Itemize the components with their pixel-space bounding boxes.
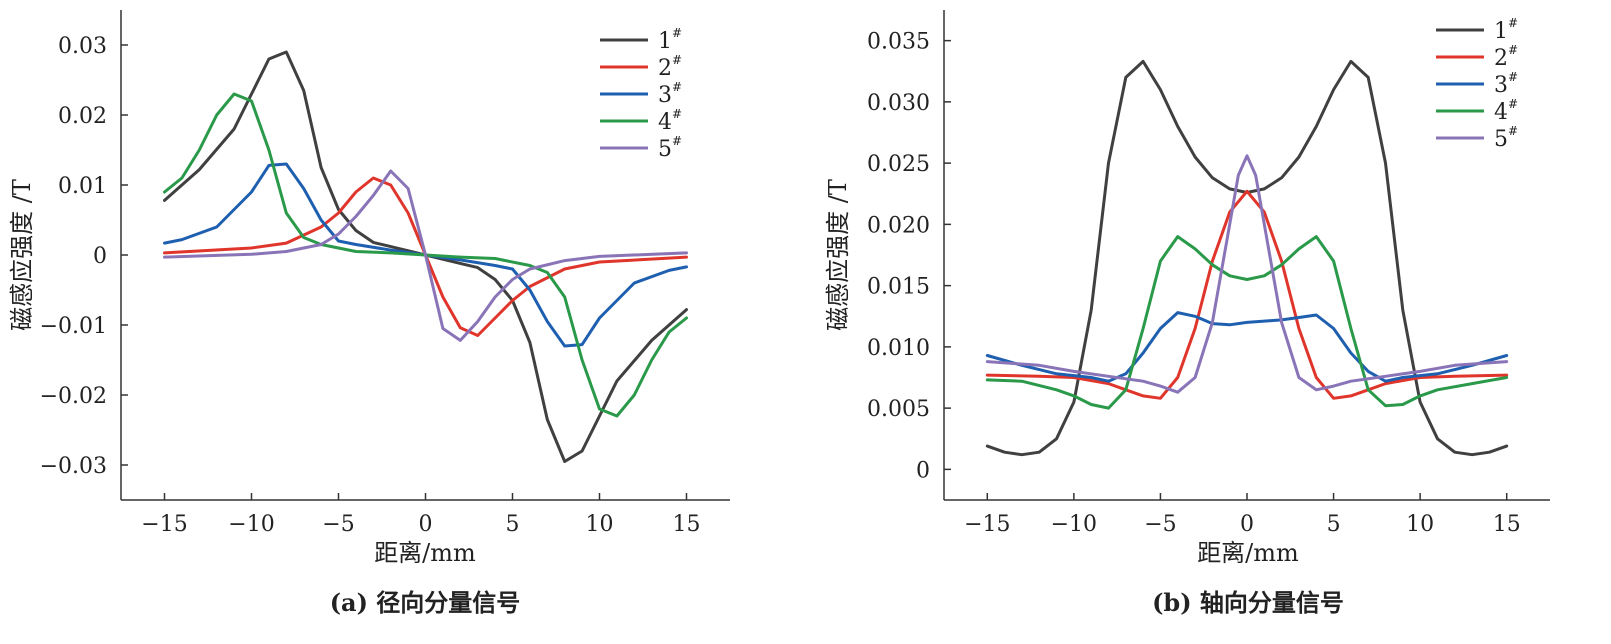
caption-b: (b) 轴向分量信号: [1152, 588, 1344, 617]
y-ticks-a: 0.03 0.02 0.01 0 −0.01 −0.02 −0.03: [40, 34, 128, 479]
chart-panel-a: −15 −10 −5 0 5 10 15 0.030.020.010−0.01−0.02−0…: [8, 10, 730, 617]
legend-b: 1 #2 #3 #4 #5 #: [1436, 16, 1518, 152]
y-tick-label-b-5: 0.010: [867, 336, 930, 361]
legend-label-a-1: 1: [658, 29, 672, 54]
x-tick-label-a-4: 5: [506, 512, 520, 537]
x-ticks-b: −15 −10 −5 0 5 10 15: [964, 493, 1521, 537]
x-axis-title-b: 距离/mm: [1197, 539, 1299, 567]
x-tick-label-b-4: 5: [1327, 512, 1341, 537]
x-tick-label-a-5: 10: [586, 512, 614, 537]
legend-label-sup-a-4: #: [672, 107, 682, 121]
x-tick-label-b-3: 0: [1240, 512, 1254, 537]
x-tick-label-a-3: 0: [419, 512, 433, 537]
y-tick-label-b-3: 0.020: [867, 213, 930, 238]
x-tick-label-b-0: −15: [964, 512, 1010, 537]
series-line-b-4: [985, 235, 1509, 410]
legend-label-a-3: 3: [658, 83, 672, 108]
y-tick-label-b-4: 0.015: [867, 275, 930, 300]
legend-label-sup-b-2: #: [1508, 43, 1518, 57]
series-group-b: [985, 59, 1509, 457]
chart-panel-b: −15 −10 −5 0 5 10 15 0.0350.0300.0250.0200.015…: [824, 10, 1550, 617]
legend-label-b-5: 5: [1494, 127, 1508, 152]
x-tick-label-b-2: −5: [1144, 512, 1176, 537]
y-tick-label-a-4: −0.01: [40, 314, 107, 339]
y-tick-label-b-0: 0.035: [867, 30, 930, 55]
x-tick-label-a-6: 15: [673, 512, 701, 537]
legend-label-b-3: 3: [1494, 73, 1508, 98]
legend-label-b-2: 2: [1494, 46, 1508, 71]
legend-label-sup-a-5: #: [672, 134, 682, 148]
legend-label-sup-a-1: #: [672, 26, 682, 40]
series-line-a-5: [163, 169, 688, 342]
legend-label-b-1: 1: [1494, 19, 1508, 44]
x-tick-label-a-2: −5: [322, 512, 354, 537]
y-tick-label-a-5: −0.02: [40, 384, 107, 409]
x-tick-label-a-1: −10: [228, 512, 274, 537]
y-tick-label-b-1: 0.030: [867, 91, 930, 116]
legend-label-a-4: 4: [658, 110, 672, 135]
legend-label-sup-b-1: #: [1508, 16, 1518, 30]
y-tick-label-a-1: 0.02: [58, 104, 107, 129]
legend-label-sup-b-4: #: [1508, 97, 1518, 111]
y-axis-title-a: 磁感应强度 /T: [8, 179, 36, 331]
x-ticks-a: −15 −10 −5 0 5 10 15: [141, 493, 701, 537]
x-tick-label-b-1: −10: [1051, 512, 1097, 537]
series-line-b-2: [985, 189, 1509, 400]
y-axis-title-b: 磁感应强度 /T: [824, 179, 852, 331]
x-tick-label-a-0: −15: [141, 512, 187, 537]
series-line-b-3: [985, 311, 1509, 383]
legend-label-sup-b-3: #: [1508, 70, 1518, 84]
y-tick-label-b-2: 0.025: [867, 152, 930, 177]
y-tick-label-b-7: 0: [916, 458, 930, 483]
x-axis-title-a: 距离/mm: [374, 539, 476, 567]
y-tick-label-a-2: 0.01: [58, 174, 107, 199]
legend-label-sup-a-2: #: [672, 53, 682, 67]
x-tick-label-b-6: 15: [1493, 512, 1521, 537]
legend-label-sup-a-3: #: [672, 80, 682, 94]
legend-label-sup-b-5: #: [1508, 124, 1518, 138]
y-tick-label-a-0: 0.03: [58, 34, 107, 59]
legend-label-b-4: 4: [1494, 100, 1508, 125]
y-tick-label-b-6: 0.005: [867, 397, 930, 422]
x-tick-label-b-5: 10: [1406, 512, 1434, 537]
y-tick-label-a-6: −0.03: [40, 454, 107, 479]
y-tick-label-a-3: 0: [93, 244, 107, 269]
legend-a: 1 #2 #3 #4 #5 #: [600, 26, 682, 162]
legend-label-a-2: 2: [658, 56, 672, 81]
caption-a: (a) 径向分量信号: [330, 588, 521, 617]
series-group-a: [163, 50, 688, 463]
series-line-b-5: [985, 154, 1509, 394]
series-line-b-1: [985, 59, 1509, 457]
y-ticks-b: 0.035 0.030 0.025 0.020 0.015 0.010 0.005 0: [867, 30, 951, 483]
legend-label-a-5: 5: [658, 137, 672, 162]
